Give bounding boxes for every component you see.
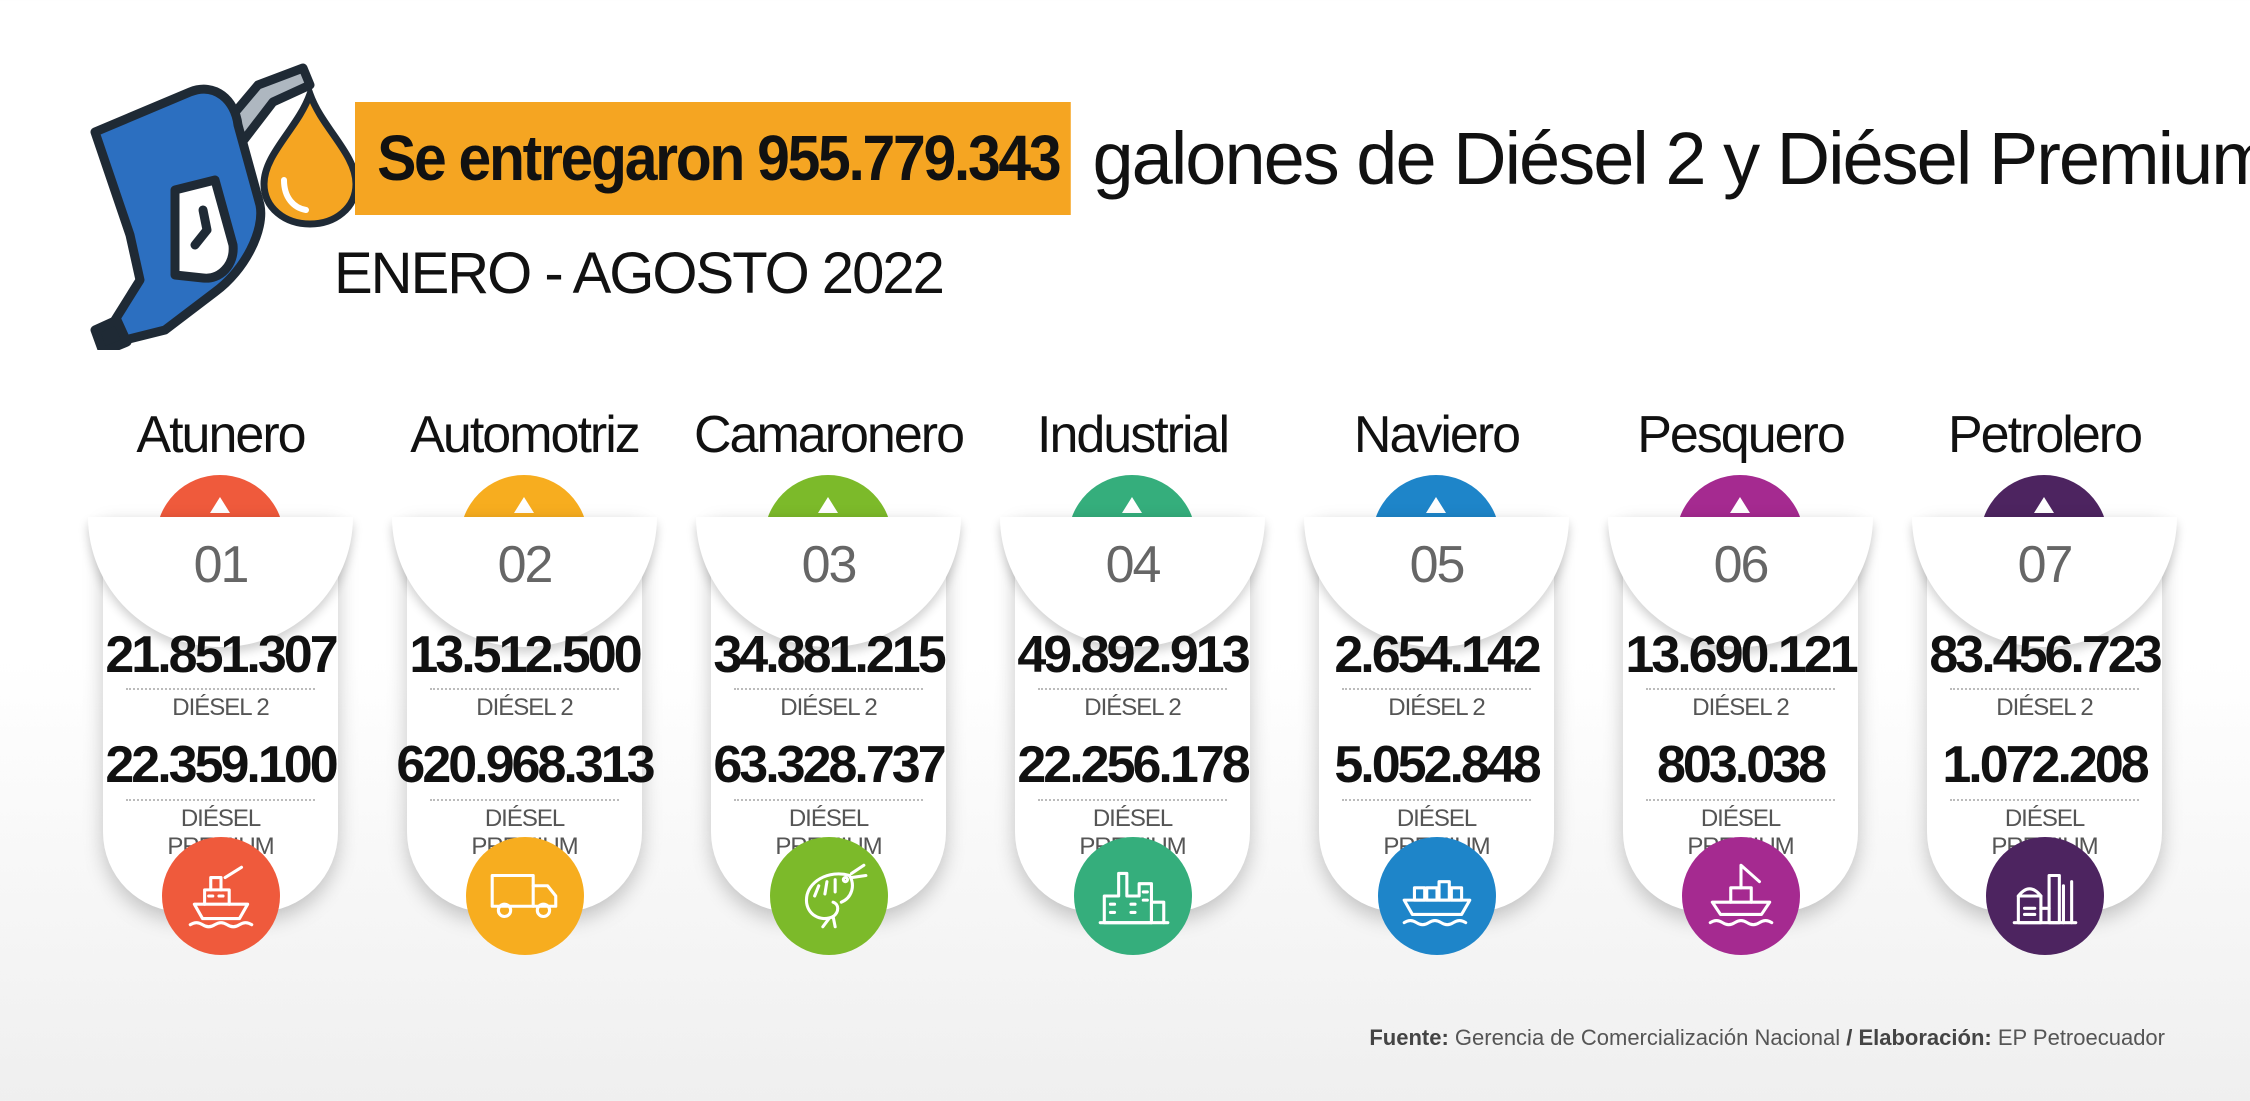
headline: Se entregaron 955.779.343 galones de Dié… xyxy=(355,102,2250,215)
sector-icon-circle xyxy=(1986,837,2104,955)
sector-name: Camaronero xyxy=(693,406,965,464)
diesel2-label: DIÉSEL 2 xyxy=(1038,688,1227,722)
shrimp-icon xyxy=(804,863,868,929)
source-text: Gerencia de Comercialización Nacional xyxy=(1454,1025,1841,1050)
caret-up-icon xyxy=(1730,497,1750,513)
fishing-boat-icon xyxy=(1708,863,1774,927)
sector-number: 02 xyxy=(497,536,554,594)
truck-icon xyxy=(490,873,558,919)
diesel2-value: 2.654.142 xyxy=(1334,626,1541,684)
sector-icon-circle xyxy=(1682,837,1800,955)
headline-rest: galones de Diésel 2 y Diésel Premium xyxy=(1092,117,2250,200)
oil-drop-icon xyxy=(260,88,360,228)
diesel2-label: DIÉSEL 2 xyxy=(1950,688,2139,722)
sector-number: 03 xyxy=(801,536,858,594)
sector-card: Pesquero 06 13.690.121 DIÉSEL 2 803.038 … xyxy=(1608,405,1873,965)
diesel2-label: DIÉSEL 2 xyxy=(430,688,619,722)
sector-number: 06 xyxy=(1713,536,1770,594)
sector-icon-circle xyxy=(162,837,280,955)
diesel2-label: DIÉSEL 2 xyxy=(1342,688,1531,722)
refinery-icon xyxy=(2012,873,2078,925)
sector-name: Pesquero xyxy=(1637,406,1846,464)
premium-value: 5.052.848 xyxy=(1334,736,1541,794)
sector-card: Petrolero 07 83.456.723 DIÉSEL 2 1.072.2… xyxy=(1912,405,2177,965)
premium-value: 803.038 xyxy=(1657,736,1827,794)
sector-icon-circle xyxy=(770,837,888,955)
caret-up-icon xyxy=(514,497,534,513)
tuna-boat-icon xyxy=(188,865,254,929)
caret-up-icon xyxy=(818,497,838,513)
footer-separator: / xyxy=(1846,1025,1853,1050)
premium-value: 63.328.737 xyxy=(713,736,946,794)
sector-number: 04 xyxy=(1105,536,1162,594)
diesel2-label: DIÉSEL 2 xyxy=(126,688,315,722)
sector-name: Automotriz xyxy=(410,406,641,464)
made-text: EP Petroecuador xyxy=(1997,1025,2165,1050)
caret-up-icon xyxy=(2034,497,2054,513)
diesel2-value: 13.690.121 xyxy=(1625,626,1858,684)
sector-card: Atunero 01 21.851.307 DIÉSEL 2 22.359.10… xyxy=(88,405,353,965)
sector-card: Industrial 04 49.892.913 DIÉSEL 2 22.256… xyxy=(1000,405,1265,965)
diesel2-value: 21.851.307 xyxy=(105,626,338,684)
premium-value: 1.072.208 xyxy=(1942,736,2149,794)
cargo-ship-icon xyxy=(1402,880,1472,927)
caret-up-icon xyxy=(210,497,230,513)
sector-icon-circle xyxy=(1378,837,1496,955)
footer-credits: Fuente: Gerencia de Comercialización Nac… xyxy=(1369,1025,2165,1051)
sector-card: Camaronero 03 34.881.215 DIÉSEL 2 63.328… xyxy=(694,405,965,965)
diesel2-label: DIÉSEL 2 xyxy=(734,688,923,722)
premium-value: 620.968.313 xyxy=(396,736,655,794)
diesel2-value: 13.512.500 xyxy=(409,626,642,684)
diesel2-value: 49.892.913 xyxy=(1017,626,1250,684)
diesel2-value: 83.456.723 xyxy=(1929,626,2162,684)
caret-up-icon xyxy=(1122,497,1142,513)
diesel2-label: DIÉSEL 2 xyxy=(1646,688,1835,722)
sector-card: Naviero 05 2.654.142 DIÉSEL 2 5.052.848 … xyxy=(1304,405,1569,965)
headline-highlight: Se entregaron 955.779.343 xyxy=(355,102,1071,215)
caret-up-icon xyxy=(1426,497,1446,513)
sector-icon-circle xyxy=(466,837,584,955)
sector-number: 07 xyxy=(2017,536,2074,594)
sector-icon-circle xyxy=(1074,837,1192,955)
diesel2-value: 34.881.215 xyxy=(713,626,946,684)
sector-card: Automotriz 02 13.512.500 DIÉSEL 2 620.96… xyxy=(392,405,657,965)
made-label: Elaboración: xyxy=(1858,1025,1992,1050)
sector-name: Industrial xyxy=(1037,406,1230,464)
factory-icon xyxy=(1098,871,1170,925)
sector-name: Petrolero xyxy=(1948,406,2143,464)
sector-name: Naviero xyxy=(1353,406,1521,464)
premium-value: 22.359.100 xyxy=(105,736,338,794)
source-label: Fuente: xyxy=(1369,1025,1449,1050)
sector-name: Atunero xyxy=(136,406,306,464)
period-label: ENERO - AGOSTO 2022 xyxy=(334,241,945,306)
sector-number: 05 xyxy=(1409,536,1466,594)
fuel-nozzle-icon xyxy=(90,63,315,350)
sector-number: 01 xyxy=(193,536,250,594)
premium-value: 22.256.178 xyxy=(1017,736,1250,794)
